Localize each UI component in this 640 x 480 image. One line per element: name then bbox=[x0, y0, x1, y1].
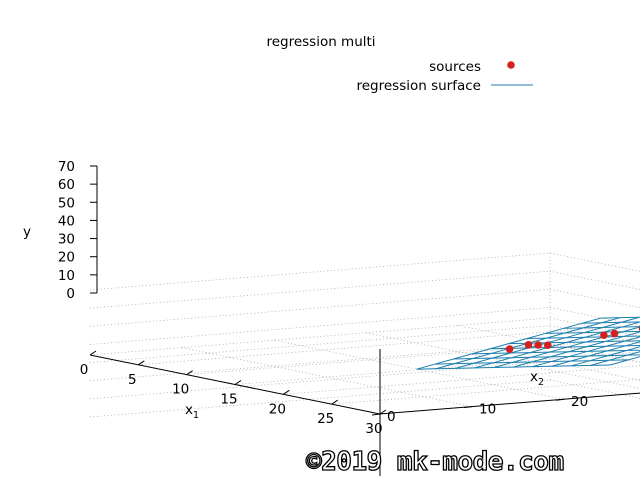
surface-mesh-line-y bbox=[416, 317, 601, 370]
grid-line-x-base bbox=[331, 378, 640, 405]
grid-line-z-back bbox=[549, 307, 640, 327]
surface-mesh-line-y bbox=[474, 321, 640, 369]
surface-mesh-line-x bbox=[582, 321, 640, 324]
y-axis-label-main: x bbox=[530, 369, 538, 385]
x-axis-label-main: x bbox=[185, 402, 193, 418]
z-axis-label: y bbox=[23, 224, 31, 240]
y-axis-label: x2 bbox=[530, 369, 544, 388]
surface-mesh-line-x bbox=[600, 316, 640, 319]
y-tick bbox=[555, 398, 565, 401]
surface-mesh-line-y bbox=[551, 341, 640, 367]
grid-line-z-back bbox=[549, 361, 640, 381]
y-tick bbox=[371, 413, 381, 416]
source-point bbox=[524, 341, 533, 349]
grid-line-y-base bbox=[181, 347, 473, 407]
surface-mesh-line-y bbox=[532, 336, 640, 368]
chart-title: regression multi bbox=[266, 34, 375, 50]
y-tick-label: 10 bbox=[479, 402, 496, 418]
y-tick-label: 20 bbox=[571, 394, 588, 410]
source-point bbox=[505, 345, 514, 353]
x-tick bbox=[331, 399, 338, 405]
legend-label-regression-surface: regression surface bbox=[356, 78, 481, 94]
z-tick-label: 50 bbox=[58, 195, 75, 211]
z-tick-label: 70 bbox=[58, 159, 75, 175]
grid-line-z-left bbox=[89, 325, 551, 363]
data-points bbox=[505, 325, 640, 353]
z-tick-label: 30 bbox=[58, 232, 75, 248]
x-tick-label: 5 bbox=[128, 372, 137, 388]
source-point bbox=[544, 341, 552, 349]
surface-mesh-line-y bbox=[590, 351, 640, 366]
grid-line-z-left bbox=[89, 288, 551, 327]
x-tick-label: 20 bbox=[269, 401, 286, 417]
x-tick bbox=[186, 370, 193, 376]
surface-mesh-line-x bbox=[453, 354, 640, 360]
x-tick-label: 0 bbox=[80, 362, 89, 378]
x-axis-label-sub: 1 bbox=[193, 410, 199, 421]
surface-mesh-line-x bbox=[563, 326, 640, 329]
regression-surface bbox=[416, 316, 640, 370]
grid-line-z-left bbox=[89, 252, 551, 291]
grid-line-z-left bbox=[89, 343, 551, 382]
grid-line-z-left bbox=[89, 270, 551, 309]
z-tick-label: 10 bbox=[58, 268, 75, 284]
y-tick bbox=[463, 406, 473, 409]
x-tick-label: 25 bbox=[317, 411, 334, 427]
watermark: ©2019 mk-mode.com bbox=[306, 447, 564, 477]
surface-mesh-line-y bbox=[493, 326, 640, 368]
y-axis-label-sub: 2 bbox=[538, 377, 544, 388]
x-tick bbox=[234, 380, 242, 385]
grid-line-z-back bbox=[549, 270, 640, 290]
source-point bbox=[600, 331, 608, 340]
axes: 01020304050607005101520253001020304050 bbox=[58, 159, 640, 476]
legend-marker-sources bbox=[507, 61, 515, 69]
x-tick bbox=[89, 350, 97, 356]
grid-line-z-back bbox=[549, 288, 640, 309]
grid-line-z-left bbox=[89, 307, 551, 345]
x-axis-label: x1 bbox=[185, 402, 199, 421]
z-tick-label: 20 bbox=[58, 250, 75, 266]
z-tick-label: 60 bbox=[58, 177, 75, 193]
surface-mesh-line-y bbox=[513, 331, 640, 368]
x-tick bbox=[379, 409, 387, 415]
surface-mesh-line-y bbox=[571, 346, 640, 367]
x-tick-label: 10 bbox=[172, 382, 189, 398]
legend-label-sources: sources bbox=[429, 59, 481, 75]
z-tick-label: 40 bbox=[58, 213, 75, 229]
grid-line-z-back bbox=[549, 379, 640, 399]
source-point bbox=[610, 329, 619, 338]
z-tick-label: 0 bbox=[66, 286, 75, 302]
surface-mesh-line-x bbox=[545, 330, 640, 334]
grid-line-z-back bbox=[549, 325, 640, 345]
grid-line-y-base bbox=[273, 339, 565, 400]
source-point bbox=[534, 341, 542, 349]
grid-line-y-base bbox=[457, 325, 640, 363]
x-tick-label: 30 bbox=[365, 421, 382, 437]
legend: sources regression surface bbox=[356, 59, 533, 94]
x-tick-label: 15 bbox=[220, 392, 237, 408]
y-tick-label: 0 bbox=[387, 409, 396, 425]
x-tick bbox=[138, 360, 145, 366]
y-axis-line bbox=[379, 392, 640, 415]
x-tick bbox=[283, 389, 290, 395]
grid-line-z-back bbox=[549, 252, 640, 272]
